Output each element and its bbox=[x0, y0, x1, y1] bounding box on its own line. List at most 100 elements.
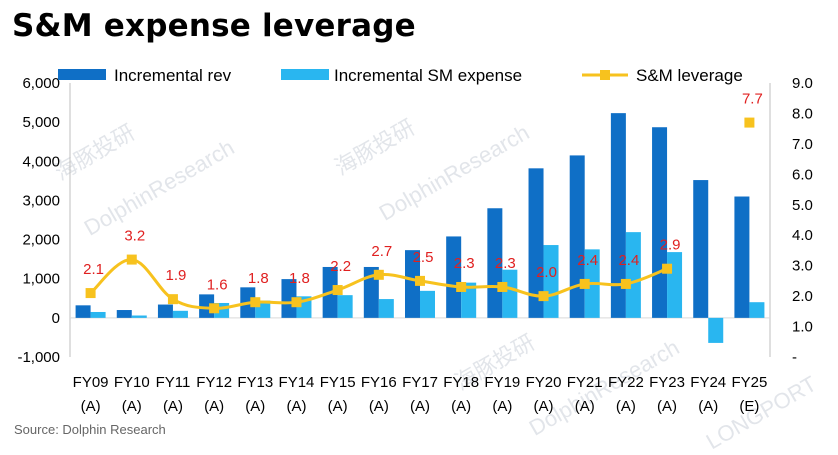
bar-incremental-sm-expense bbox=[172, 310, 188, 318]
leverage-data-label: 1.9 bbox=[166, 267, 187, 284]
y-left-tick-label: -1,000 bbox=[17, 349, 60, 366]
x-tick-sublabel: (A) bbox=[204, 398, 224, 415]
x-tick-sublabel: (A) bbox=[698, 398, 718, 415]
x-tick-sublabel: (A) bbox=[163, 398, 183, 415]
x-tick-label: FY12 bbox=[196, 374, 232, 391]
leverage-data-label: 7.7 bbox=[742, 91, 763, 108]
leverage-marker bbox=[744, 117, 755, 128]
y-left-tick-label: 2,000 bbox=[22, 232, 60, 249]
leverage-data-label: 2.0 bbox=[536, 264, 557, 281]
bar-incremental-rev bbox=[693, 180, 709, 318]
x-tick-sublabel: (A) bbox=[492, 398, 512, 415]
bar-incremental-rev bbox=[734, 196, 750, 318]
bar-incremental-sm-expense bbox=[131, 315, 147, 318]
x-tick-sublabel: (A) bbox=[616, 398, 636, 415]
bar-incremental-sm-expense bbox=[543, 245, 559, 318]
bar-incremental-rev bbox=[446, 236, 462, 318]
x-tick-label: FY18 bbox=[443, 374, 479, 391]
legend-swatch bbox=[281, 69, 329, 80]
x-tick-sublabel: (A) bbox=[328, 398, 348, 415]
x-tick-label: FY13 bbox=[237, 374, 273, 391]
x-tick-label: FY14 bbox=[279, 374, 315, 391]
y-left-tick-label: 1,000 bbox=[22, 271, 60, 288]
leverage-data-label: 2.4 bbox=[577, 252, 598, 269]
chart-title: S&M expense leverage bbox=[12, 8, 416, 44]
x-tick-sublabel: (A) bbox=[286, 398, 306, 415]
legend-label: S&M leverage bbox=[636, 66, 743, 85]
x-tick-sublabel: (A) bbox=[122, 398, 142, 415]
leverage-marker bbox=[373, 269, 384, 280]
chart-svg: -1,000 0 1,000 2,000 3,000 4,000 5,000 6,000 - 1.… bbox=[17, 66, 813, 415]
leverage-marker bbox=[85, 288, 96, 299]
bar-incremental-sm-expense bbox=[90, 311, 106, 318]
legend-swatch-marker bbox=[600, 70, 610, 80]
x-tick-label: FY11 bbox=[156, 374, 191, 391]
bar-incremental-sm-expense bbox=[749, 302, 765, 318]
leverage-data-label: 2.2 bbox=[330, 258, 351, 275]
leverage-data-label: 2.3 bbox=[454, 255, 475, 272]
x-tick-sublabel: (A) bbox=[81, 398, 101, 415]
bar-incremental-rev bbox=[116, 310, 132, 318]
leverage-marker bbox=[332, 285, 343, 296]
leverage-marker bbox=[538, 291, 549, 302]
bar-incremental-rev bbox=[610, 113, 626, 318]
leverage-data-label: 2.4 bbox=[618, 252, 639, 269]
legend-label: Incremental rev bbox=[114, 66, 232, 85]
leverage-marker bbox=[291, 297, 302, 308]
x-tick-label: FY15 bbox=[320, 374, 356, 391]
leverage-data-label: 2.7 bbox=[371, 243, 392, 260]
x-tick-label: FY25 bbox=[731, 374, 767, 391]
legend-swatch bbox=[58, 69, 106, 80]
leverage-data-label: 2.5 bbox=[413, 249, 434, 266]
y-right-tick-label: 7.0 bbox=[792, 136, 813, 153]
x-tick-sublabel: (A) bbox=[534, 398, 554, 415]
leverage-data-label: 3.2 bbox=[124, 228, 145, 245]
y-right-tick-label: 3.0 bbox=[792, 258, 813, 275]
x-tick-sublabel: (A) bbox=[410, 398, 430, 415]
source-note: Source: Dolphin Research bbox=[14, 422, 166, 437]
leverage-data-label: 2.1 bbox=[83, 261, 104, 278]
bar-incremental-rev bbox=[75, 305, 91, 318]
x-tick-label: FY19 bbox=[484, 374, 520, 391]
leverage-data-label: 1.6 bbox=[207, 276, 228, 293]
leverage-marker bbox=[497, 281, 508, 292]
leverage-marker bbox=[126, 254, 137, 265]
y-right-tick-label: - bbox=[792, 349, 797, 366]
leverage-marker bbox=[456, 281, 467, 292]
y-left-tick-label: 0 bbox=[52, 310, 60, 327]
bar-incremental-sm-expense bbox=[420, 290, 435, 318]
x-tick-label: FY22 bbox=[608, 374, 644, 391]
x-tick-label: FY09 bbox=[73, 374, 109, 391]
bar-incremental-rev bbox=[528, 168, 544, 318]
x-tick-label: FY17 bbox=[402, 374, 438, 391]
y-right-tick-label: 9.0 bbox=[792, 75, 813, 92]
x-tick-sublabel: (A) bbox=[451, 398, 471, 415]
bar-incremental-sm-expense bbox=[625, 232, 641, 318]
x-tick-sublabel: (A) bbox=[575, 398, 595, 415]
bar-incremental-sm-expense bbox=[337, 295, 353, 318]
x-tick-label: FY16 bbox=[361, 374, 397, 391]
bar-incremental-sm-expense bbox=[378, 299, 394, 318]
leverage-marker bbox=[250, 297, 261, 308]
legend-label: Incremental SM expense bbox=[334, 66, 522, 85]
x-tick-label: FY23 bbox=[649, 374, 685, 391]
bar-incremental-rev bbox=[157, 304, 173, 318]
leverage-marker bbox=[415, 275, 425, 286]
bar-incremental-sm-expense bbox=[708, 317, 724, 343]
x-tick-label: FY20 bbox=[526, 374, 562, 391]
y-left-tick-label: 5,000 bbox=[22, 114, 60, 131]
x-tick-sublabel: (A) bbox=[245, 398, 265, 415]
x-tick-sublabel: (A) bbox=[369, 398, 389, 415]
y-right-tick-label: 8.0 bbox=[792, 105, 813, 122]
leverage-data-label: 1.8 bbox=[248, 270, 269, 287]
bar-incremental-sm-expense bbox=[667, 252, 683, 318]
leverage-marker bbox=[662, 263, 673, 274]
x-tick-label: FY21 bbox=[567, 374, 603, 391]
leverage-marker bbox=[167, 294, 178, 305]
x-tick-label: FY10 bbox=[114, 374, 150, 391]
bar-incremental-sm-expense bbox=[502, 269, 518, 318]
bar-incremental-rev bbox=[405, 250, 420, 318]
x-tick-label: FY24 bbox=[690, 374, 726, 391]
y-right-tick-label: 2.0 bbox=[792, 288, 813, 305]
leverage-data-label: 2.3 bbox=[495, 255, 516, 272]
